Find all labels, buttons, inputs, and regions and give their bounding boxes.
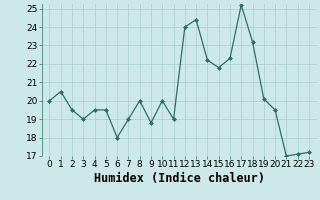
X-axis label: Humidex (Indice chaleur): Humidex (Indice chaleur): [94, 172, 265, 185]
